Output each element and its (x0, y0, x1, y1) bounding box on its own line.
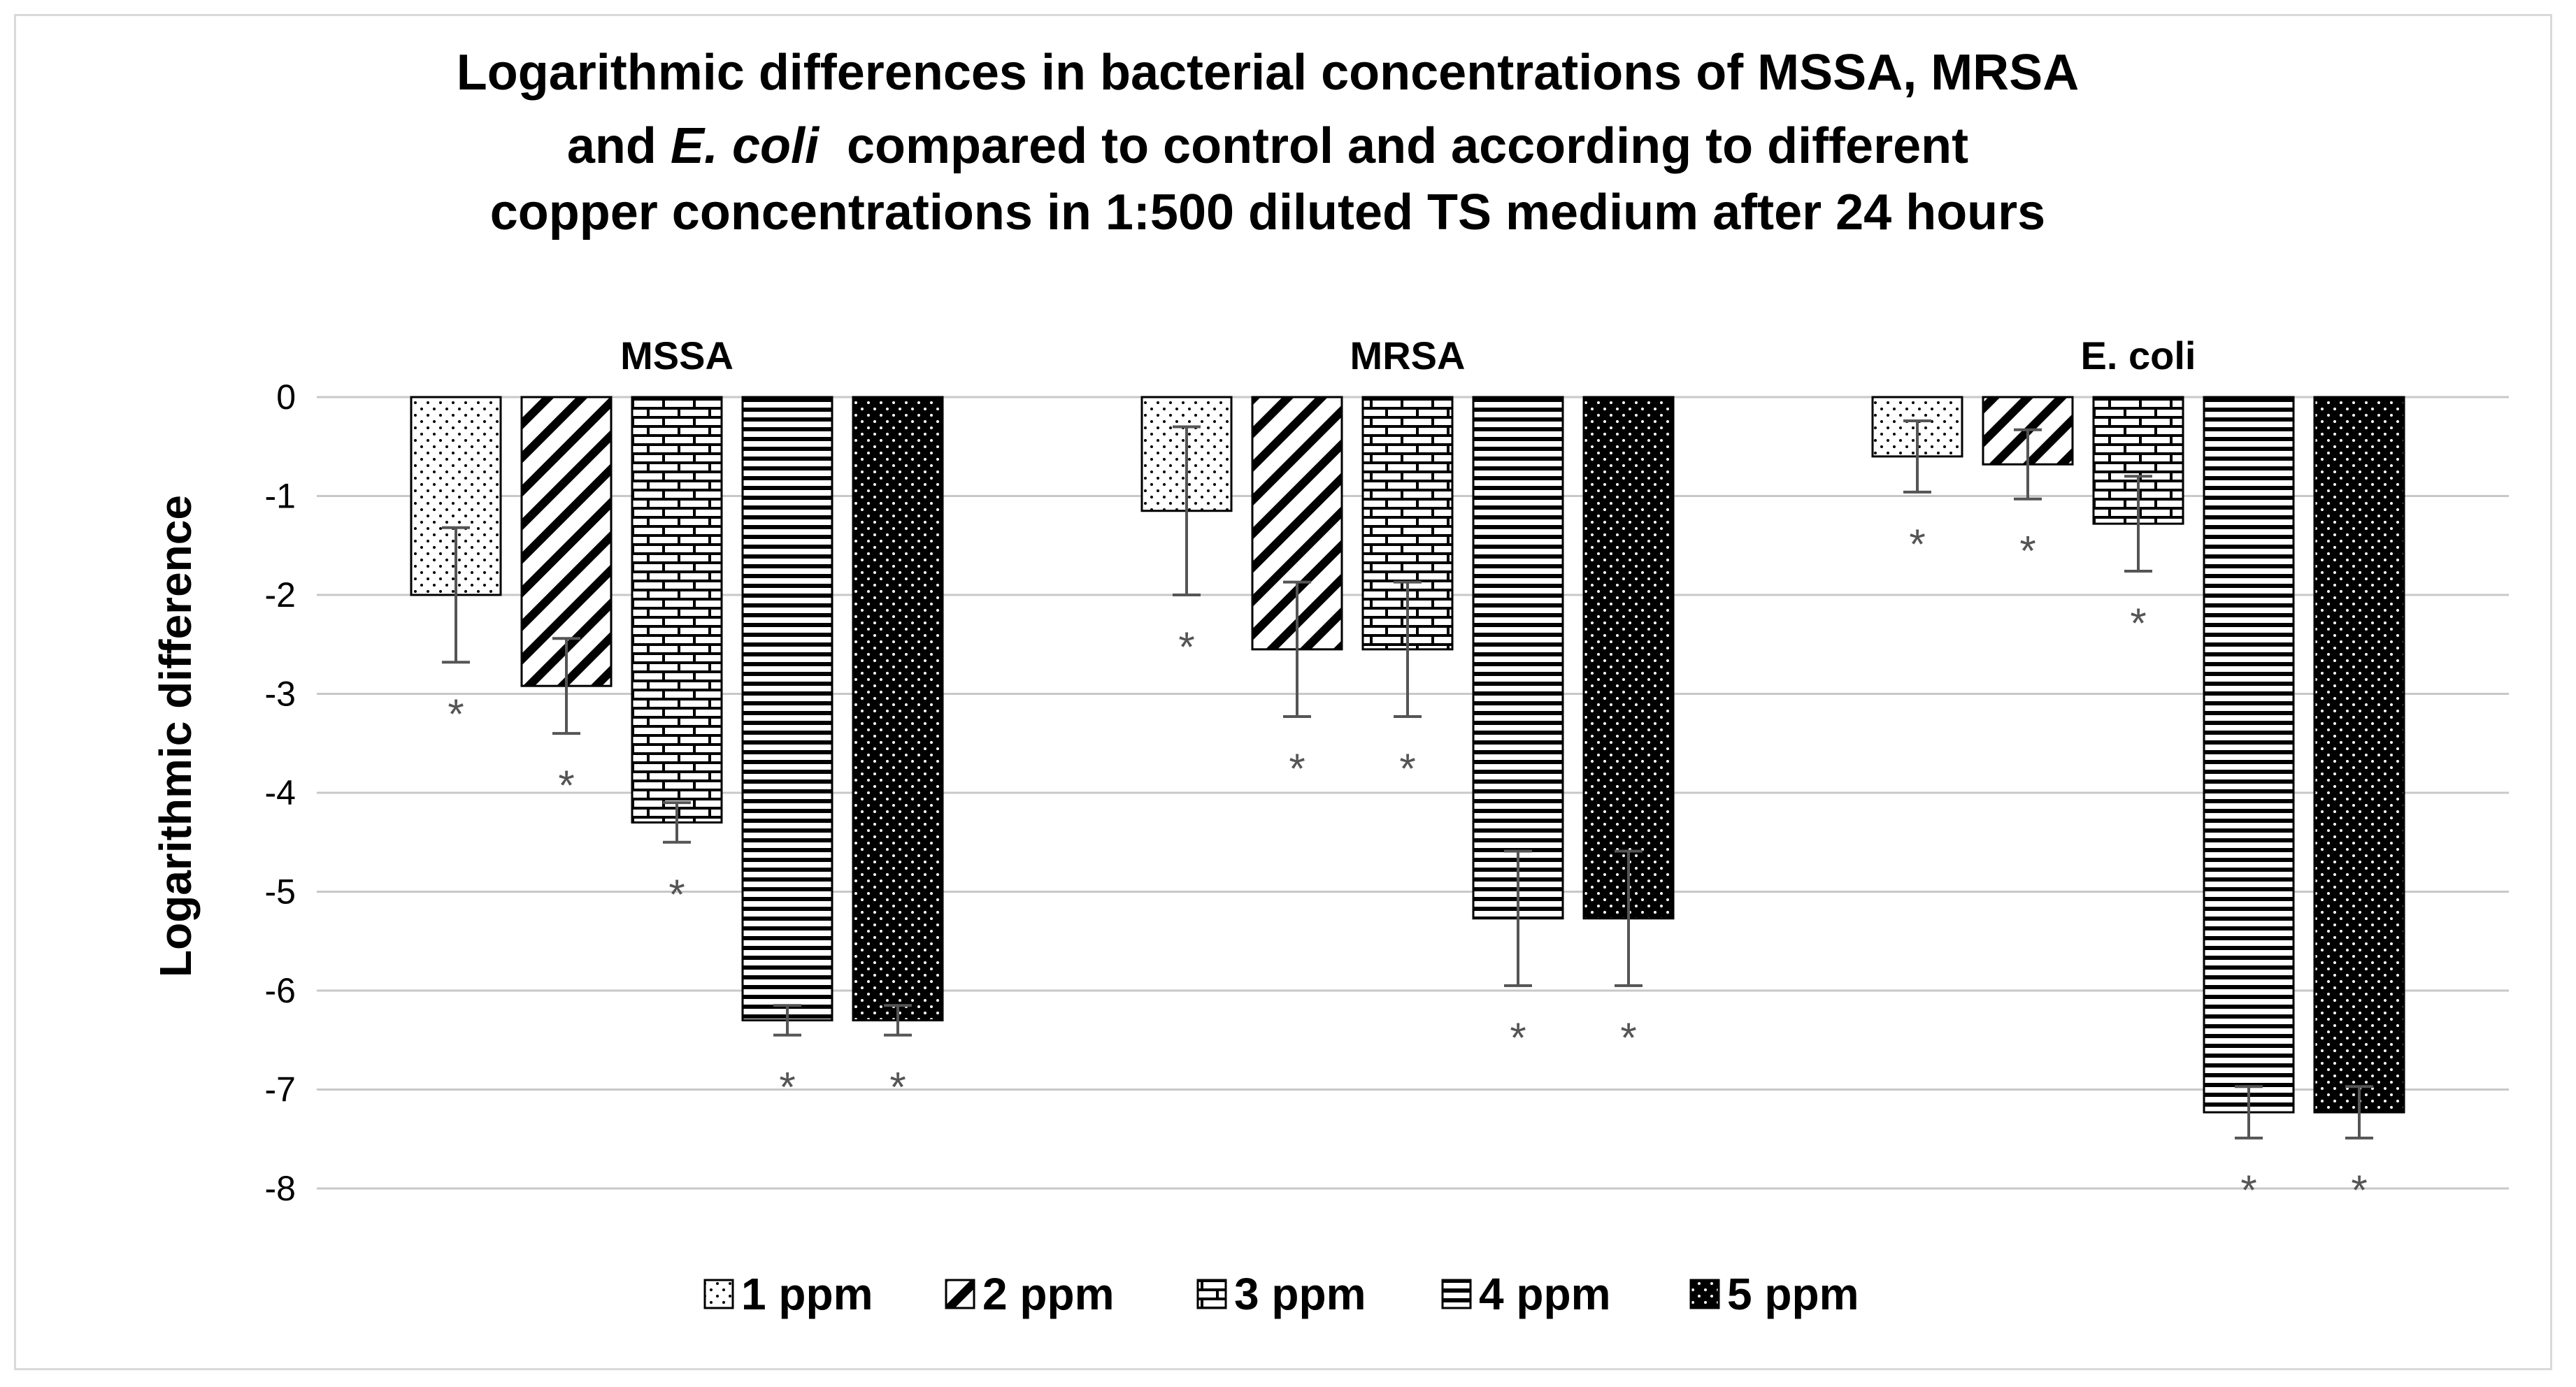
legend-label: 4 ppm (1479, 1269, 1610, 1319)
chart-frame: Logarithmic differences in bacterial con… (14, 14, 2552, 1370)
bar (2203, 396, 2295, 1114)
y-tick-label: -2 (265, 575, 296, 615)
legend: 1 ppm 2 ppm 3 ppm 4 ppm 5 ppm (703, 1269, 1859, 1319)
y-tick-label: -7 (265, 1070, 296, 1109)
legend-label: 2 ppm (982, 1269, 1114, 1319)
category-label: MRSA (1350, 333, 1466, 378)
legend-swatch (1441, 1279, 1472, 1309)
legend-label: 1 ppm (741, 1269, 873, 1319)
significance-marker: * (558, 762, 574, 809)
bar (1472, 396, 1564, 920)
chart-title-line-2: and E. coli compared to control and acco… (567, 118, 1968, 174)
category-label: MSSA (620, 333, 734, 378)
chart-title-line-2b: compared to control and according to dif… (819, 118, 1968, 174)
chart-title-line-2-italic: E. coli (671, 118, 820, 174)
significance-marker: * (1510, 1014, 1526, 1061)
bar (631, 396, 723, 824)
bar (741, 396, 833, 1021)
bar (2313, 396, 2405, 1114)
significance-markers: * * * * * * * * * * * * * * * (448, 521, 2367, 1214)
significance-marker: * (2240, 1167, 2256, 1214)
y-tick-label: -5 (265, 872, 296, 912)
significance-marker: * (668, 871, 685, 918)
significance-marker: * (1178, 624, 1194, 670)
legend-swatch (703, 1279, 734, 1309)
y-tick-label: -4 (265, 773, 296, 812)
chart-title-line-2a: and (567, 118, 671, 174)
error-bars (442, 419, 2373, 1140)
significance-marker: * (1620, 1014, 1636, 1061)
legend-label: 5 ppm (1727, 1269, 1859, 1319)
chart: Logarithmic differences in bacterial con… (150, 45, 2509, 1319)
category-labels: MSSA MRSA E. coli (620, 333, 2196, 378)
bars (410, 396, 2405, 1114)
significance-marker: * (2351, 1167, 2367, 1214)
legend-label: 3 ppm (1234, 1269, 1366, 1319)
significance-marker: * (1289, 745, 1305, 792)
significance-marker: * (1399, 745, 1415, 792)
y-tick-labels: 0 -1 -2 -3 -4 -5 -6 -7 -8 (265, 378, 296, 1208)
y-tick-label: -1 (265, 477, 296, 516)
bar (852, 396, 944, 1021)
y-tick-label: -6 (265, 971, 296, 1010)
legend-swatch (945, 1279, 975, 1309)
significance-marker: * (779, 1064, 795, 1111)
legend-swatch (1689, 1279, 1720, 1309)
significance-marker: * (2019, 528, 2035, 575)
significance-marker: * (889, 1064, 906, 1111)
chart-title-line-3: copper concentrations in 1:500 diluted T… (490, 185, 2045, 240)
category-label: E. coli (2081, 333, 2196, 378)
y-tick-label: -3 (265, 675, 296, 714)
y-tick-label: -8 (265, 1169, 296, 1208)
legend-swatch (1196, 1279, 1227, 1309)
significance-marker: * (1909, 521, 1925, 568)
bar (1582, 396, 1675, 920)
significance-marker: * (2130, 600, 2146, 647)
significance-marker: * (448, 691, 464, 738)
chart-title-line-1: Logarithmic differences in bacterial con… (457, 45, 2079, 101)
y-tick-label: 0 (276, 378, 296, 417)
y-axis-label: Logarithmic difference (150, 495, 201, 977)
